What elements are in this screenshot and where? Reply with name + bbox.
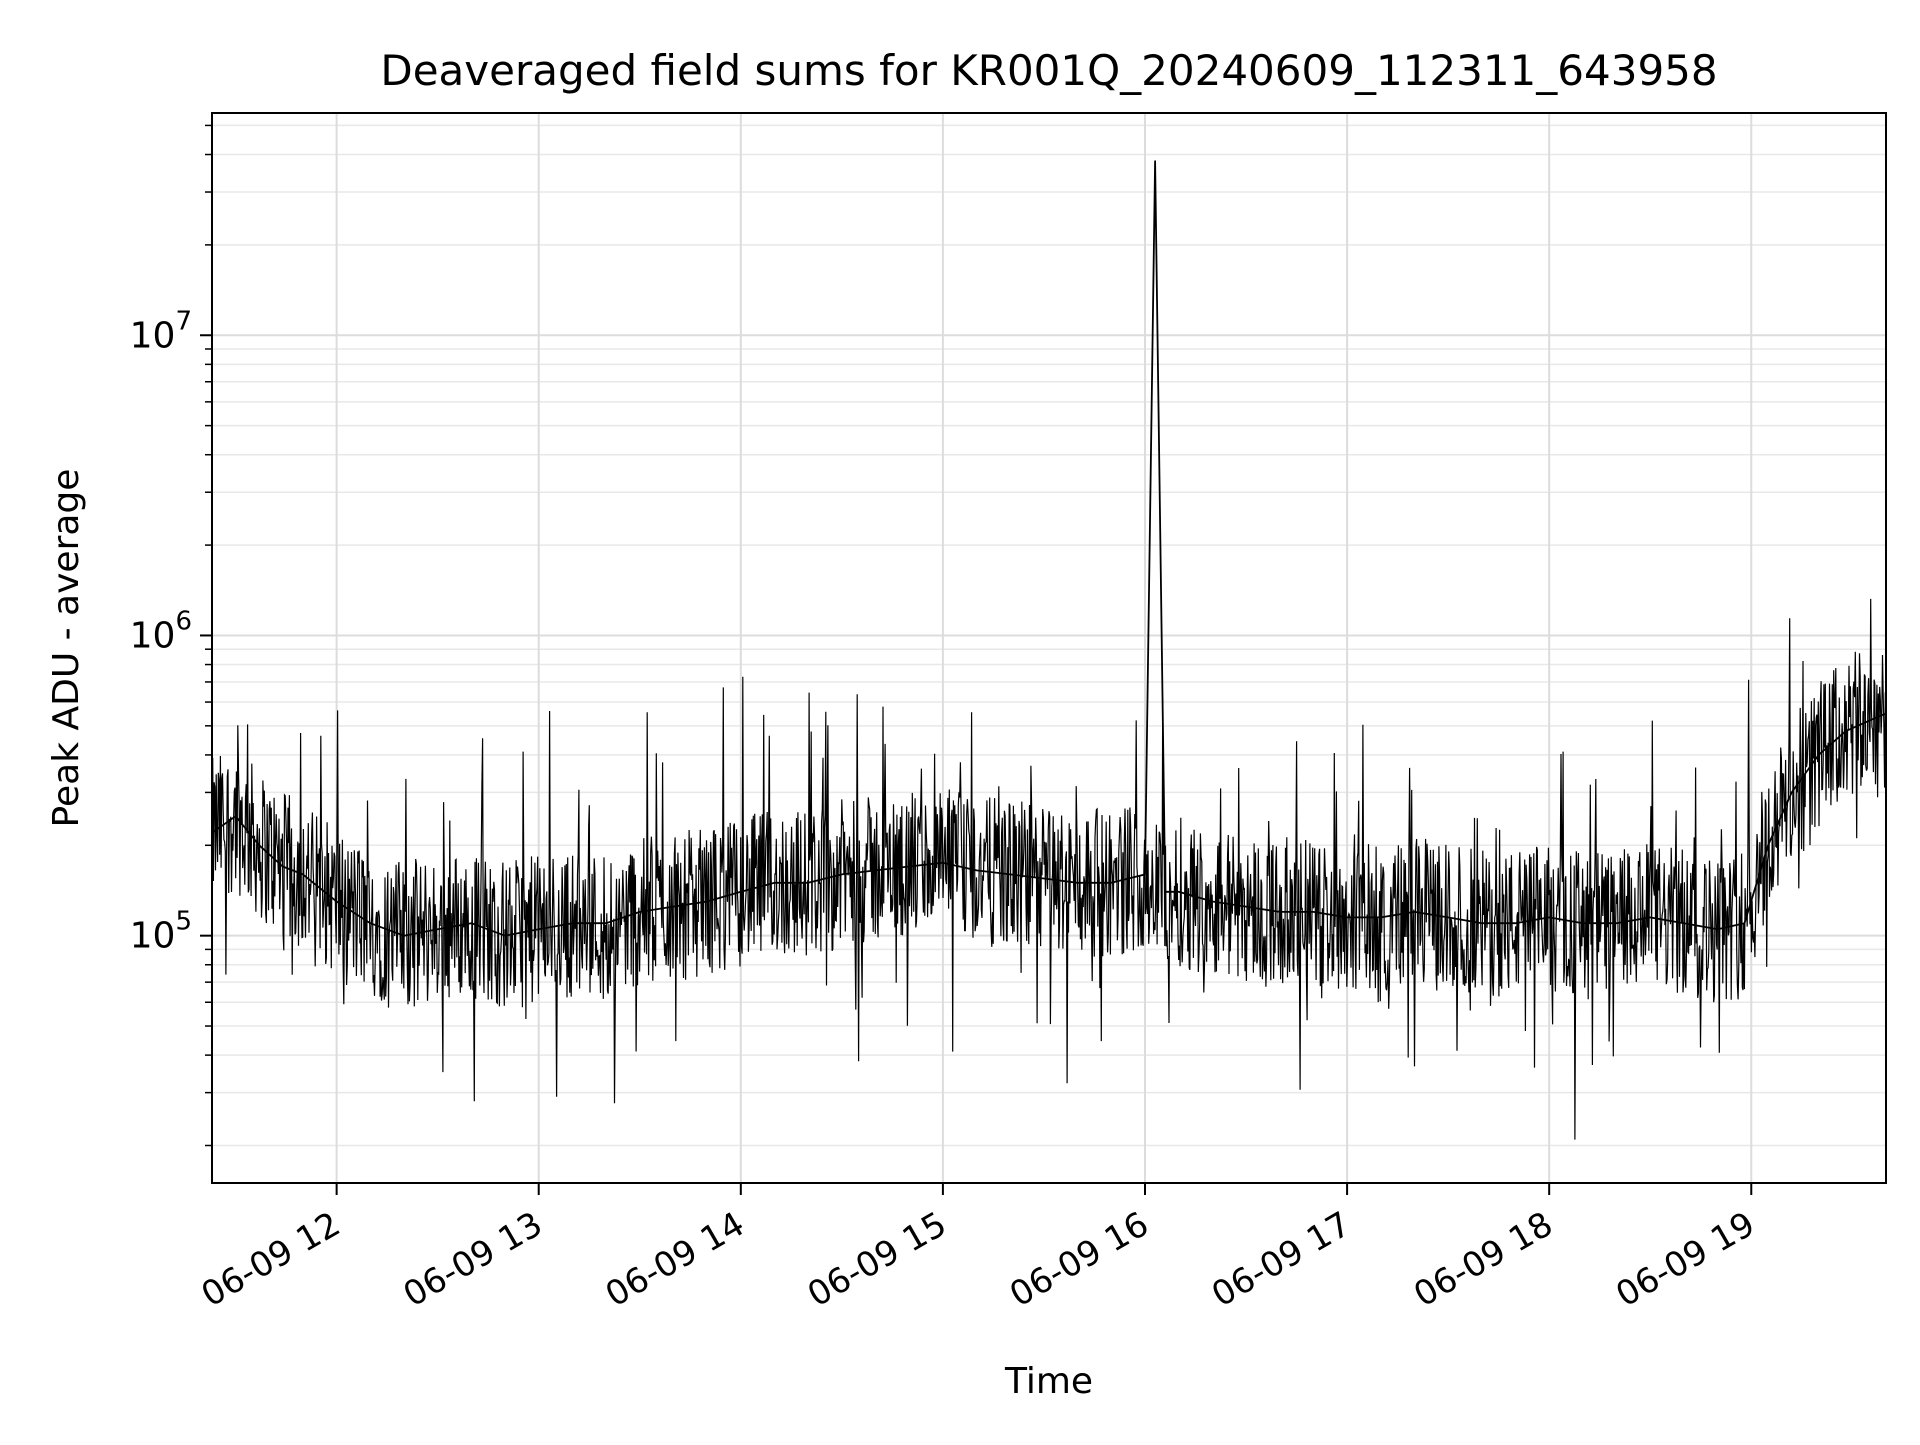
x-tick-label: 06-09 12 bbox=[195, 1204, 347, 1315]
x-tick-label: 06-09 17 bbox=[1205, 1204, 1357, 1315]
y-tick-label-base: 10 bbox=[130, 916, 176, 957]
y-tick-label: 106 bbox=[130, 606, 192, 656]
y-axis-label: Peak ADU - average bbox=[46, 469, 87, 828]
x-tick-label: 06-09 15 bbox=[801, 1204, 953, 1315]
x-tick-label: 06-09 14 bbox=[599, 1204, 751, 1315]
plot-frame bbox=[211, 112, 1887, 1184]
y-tick-label-base: 10 bbox=[130, 615, 176, 656]
series-line-group bbox=[211, 160, 1887, 1140]
chart-title: Deaveraged field sums for KR001Q_2024060… bbox=[380, 46, 1717, 95]
x-tick-label: 06-09 16 bbox=[1003, 1204, 1155, 1315]
series-noise-texture bbox=[211, 598, 1887, 1140]
y-tick-label-exponent: 7 bbox=[175, 306, 192, 336]
x-axis-label: Time bbox=[1004, 1361, 1093, 1402]
x-axis: 06-09 12 06-09 13 06-09 14 06-09 15 06-09 16… bbox=[195, 1183, 1762, 1315]
x-tick-label: 06-09 19 bbox=[1609, 1204, 1761, 1315]
grid bbox=[212, 113, 1886, 1183]
x-tick-label: 06-09 18 bbox=[1407, 1204, 1559, 1315]
y-tick-label-base: 10 bbox=[130, 315, 176, 356]
y-tick-label: 105 bbox=[130, 907, 192, 957]
y-tick-label-exponent: 5 bbox=[175, 907, 192, 937]
y-tick-label-exponent: 6 bbox=[175, 606, 192, 636]
x-tick-label: 06-09 13 bbox=[397, 1204, 549, 1315]
y-tick-label: 107 bbox=[130, 306, 192, 356]
